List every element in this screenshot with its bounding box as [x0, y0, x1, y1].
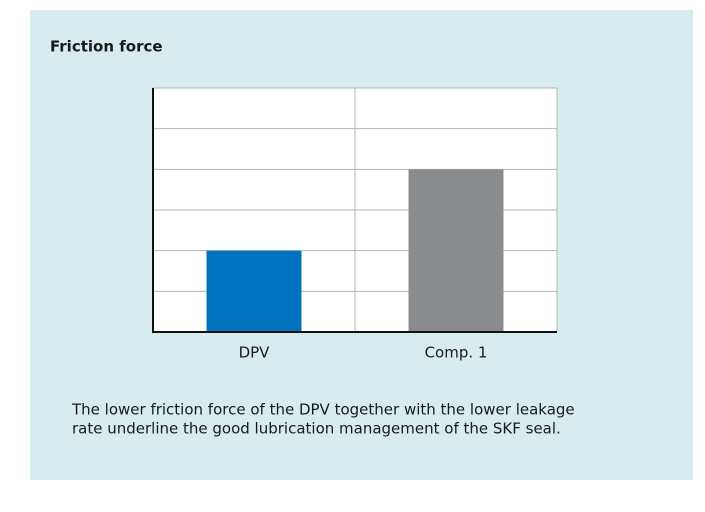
x-tick-label: Comp. 1 — [425, 344, 488, 362]
bar — [408, 169, 504, 332]
caption-line: The lower friction force of the DPV toge… — [71, 401, 575, 419]
bar — [206, 250, 302, 332]
marks — [153, 87, 557, 333]
caption-line: rate underline the good lubrication mana… — [72, 420, 561, 438]
x-tick-label: DPV — [239, 344, 271, 362]
chart-title: Friction force — [50, 38, 163, 56]
